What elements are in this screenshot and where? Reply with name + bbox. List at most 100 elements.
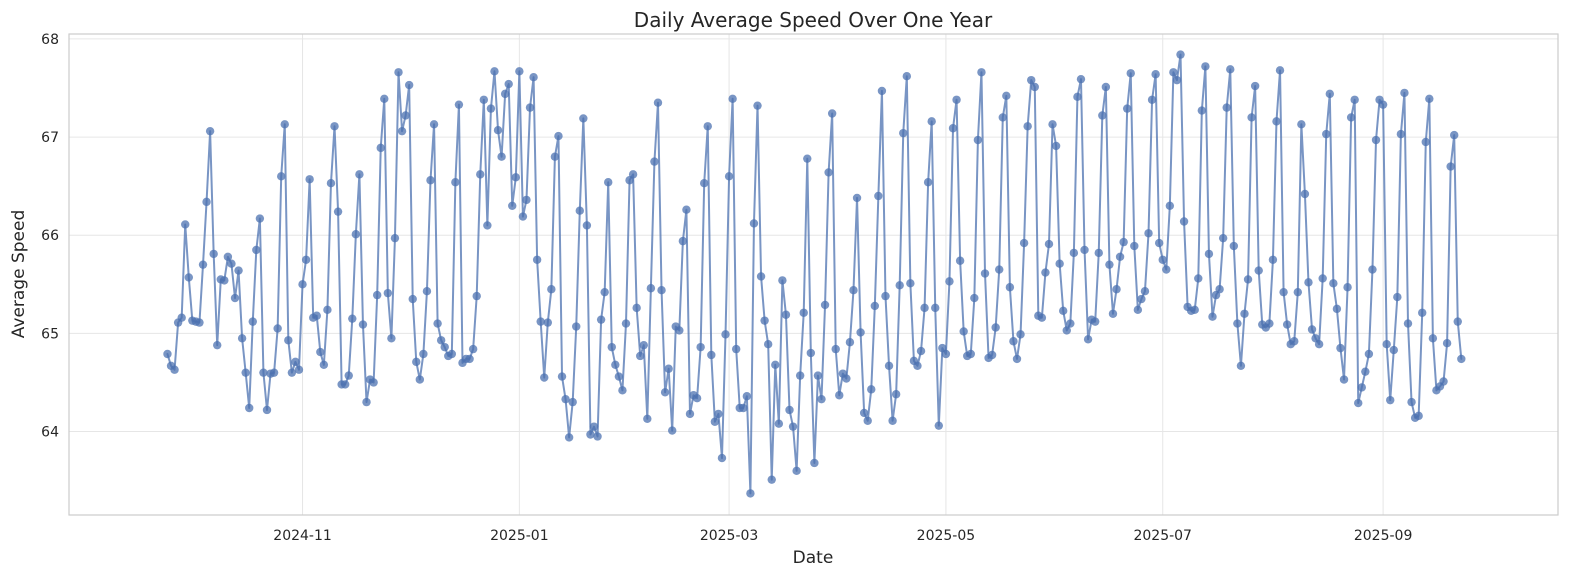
data-point xyxy=(404,80,414,90)
data-point xyxy=(586,430,595,439)
data-point xyxy=(941,349,951,359)
data-point xyxy=(998,113,1007,122)
data-point xyxy=(1094,248,1103,258)
data-point xyxy=(362,397,371,407)
data-point xyxy=(1343,283,1352,292)
data-point xyxy=(675,326,684,335)
data-point xyxy=(340,380,350,389)
data-point xyxy=(163,349,172,359)
data-point xyxy=(298,280,307,289)
data-point xyxy=(422,286,432,296)
data-point xyxy=(643,414,652,423)
data-point xyxy=(1236,361,1246,370)
data-point xyxy=(476,170,485,179)
data-point xyxy=(1066,319,1075,328)
data-point xyxy=(931,303,940,313)
data-point xyxy=(1154,238,1164,248)
data-point xyxy=(970,293,979,303)
data-point xyxy=(593,432,602,441)
data-point xyxy=(1019,238,1029,248)
data-point xyxy=(508,201,517,210)
x-tick-label: 2025-03 xyxy=(700,528,759,544)
data-point xyxy=(205,126,215,136)
data-point xyxy=(1325,89,1335,99)
data-point xyxy=(1389,345,1398,355)
data-point xyxy=(248,317,257,326)
data-point xyxy=(771,360,780,370)
data-point xyxy=(628,170,638,179)
data-point xyxy=(664,364,673,373)
data-point xyxy=(1083,335,1093,344)
x-axis-ticks: 2024-11 2025-01 2025-03 2025-05 2025-07 2025-… xyxy=(273,528,1412,544)
data-point xyxy=(294,365,304,374)
data-point xyxy=(728,94,737,103)
data-point xyxy=(433,319,442,328)
data-point xyxy=(397,126,407,136)
y-tick-label: 66 xyxy=(41,228,59,244)
data-point xyxy=(1076,74,1086,84)
data-point xyxy=(842,374,851,383)
data-point xyxy=(678,236,688,246)
plot-frame xyxy=(68,33,1559,516)
data-point xyxy=(575,206,584,215)
data-point xyxy=(717,453,727,463)
data-point xyxy=(543,318,552,327)
data-point xyxy=(1354,398,1363,408)
data-point xyxy=(554,131,563,141)
data-point xyxy=(245,403,254,413)
data-point xyxy=(813,371,823,380)
data-point xyxy=(874,191,883,201)
data-point xyxy=(1098,111,1107,120)
data-point xyxy=(1378,100,1388,109)
data-point xyxy=(660,388,670,397)
data-point xyxy=(756,272,766,281)
data-point xyxy=(1091,317,1100,326)
data-point xyxy=(820,300,830,310)
data-point xyxy=(326,179,336,188)
data-point xyxy=(1364,349,1374,359)
x-tick-label: 2024-11 xyxy=(273,528,332,544)
data-point xyxy=(547,285,556,294)
data-point xyxy=(181,220,190,229)
data-point xyxy=(1457,354,1466,364)
data-point xyxy=(760,316,769,325)
data-point xyxy=(486,104,496,113)
data-point xyxy=(170,365,179,374)
data-point xyxy=(721,330,730,339)
data-point xyxy=(351,230,361,239)
data-point xyxy=(1339,375,1349,384)
data-point xyxy=(572,322,581,331)
data-point xyxy=(646,284,656,293)
data-point xyxy=(454,100,464,109)
data-point xyxy=(653,98,663,107)
data-point xyxy=(1059,306,1068,316)
data-point xyxy=(280,120,289,129)
data-point xyxy=(390,233,400,243)
data-point xyxy=(877,86,887,96)
data-point xyxy=(657,286,666,295)
data-point xyxy=(1115,252,1125,262)
data-point xyxy=(710,417,720,426)
data-point xyxy=(785,405,794,415)
data-point xyxy=(316,347,325,357)
data-point xyxy=(198,260,208,269)
data-point xyxy=(540,373,549,382)
data-point xyxy=(195,318,204,327)
data-point xyxy=(792,466,801,476)
data-point xyxy=(305,175,314,184)
data-point xyxy=(1044,239,1054,249)
data-point xyxy=(291,357,300,367)
data-point xyxy=(913,361,922,370)
data-point xyxy=(831,344,840,354)
data-point xyxy=(650,157,659,166)
data-point xyxy=(596,315,606,324)
data-point xyxy=(1140,286,1150,296)
data-point xyxy=(348,314,357,323)
data-point xyxy=(1350,95,1359,104)
data-point xyxy=(1346,113,1356,122)
data-point xyxy=(529,72,538,82)
data-point xyxy=(1428,334,1438,343)
data-point xyxy=(636,351,645,361)
data-point xyxy=(827,109,837,118)
data-point xyxy=(867,385,876,394)
